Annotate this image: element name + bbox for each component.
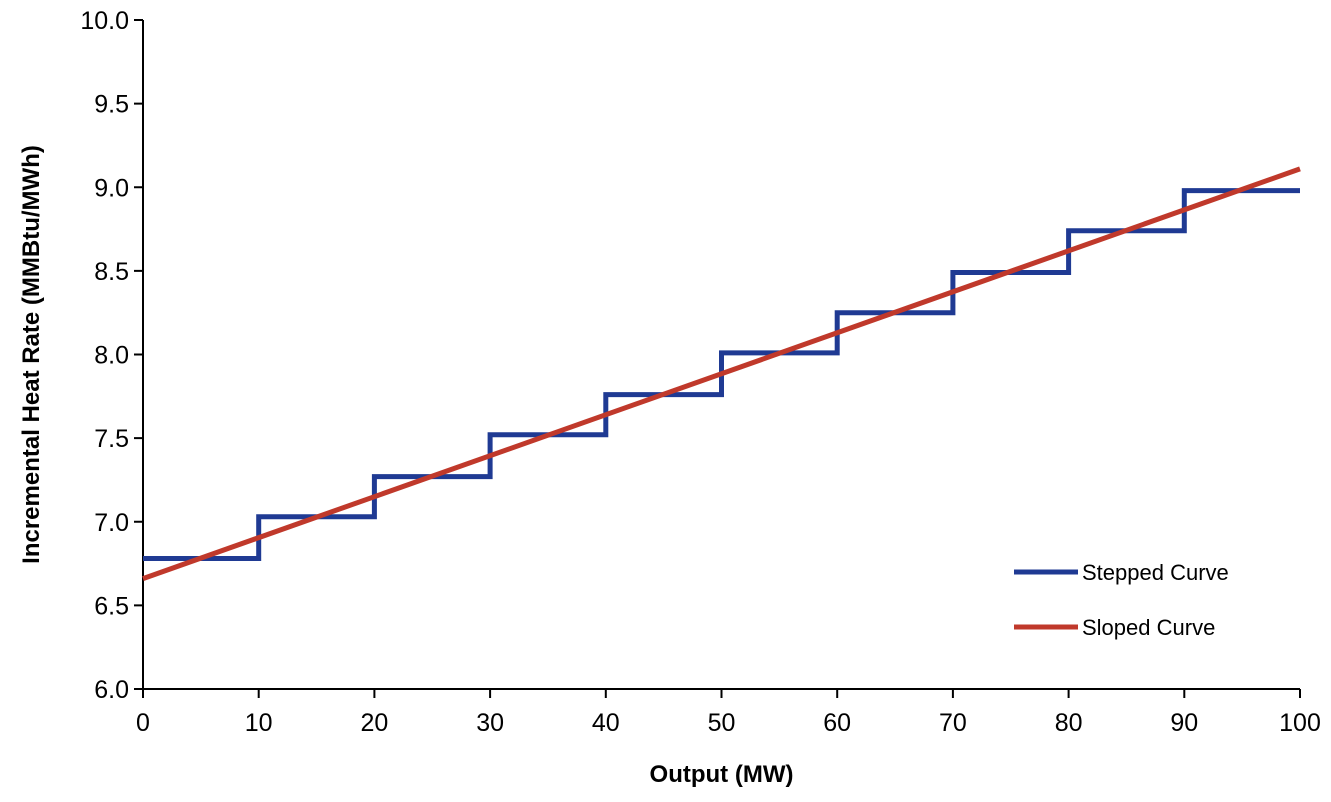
y-tick-label: 8.5 [94,258,129,286]
legend-label: Sloped Curve [1082,615,1215,640]
x-tick-label: 20 [360,709,388,737]
y-tick-label: 10.0 [80,7,129,35]
x-tick-label: 80 [1055,709,1083,737]
y-tick-label: 7.0 [94,509,129,537]
y-tick-label: 6.5 [94,592,129,620]
x-tick-label: 60 [823,709,851,737]
x-tick-label: 30 [476,709,504,737]
legend: Stepped Curve Sloped Curve [1014,560,1229,640]
series-layer [142,166,1301,581]
x-axis-ticks: 0 10 20 30 40 50 60 70 80 90 100 [136,689,1321,737]
y-axis-title: Incremental Heat Rate (MMBtu/MWh) [18,145,45,564]
legend-label: Stepped Curve [1082,560,1229,585]
x-tick-label: 40 [592,709,620,737]
y-tick-label: 6.0 [94,676,129,704]
x-tick-label: 90 [1170,709,1198,737]
x-tick-label: 100 [1279,709,1321,737]
x-axis-title: Output (MW) [650,761,794,788]
y-tick-label: 8.0 [94,342,129,370]
y-tick-label: 9.5 [94,91,129,119]
x-tick-label: 70 [939,709,967,737]
y-tick-label: 9.0 [94,174,129,202]
series-line-sloped-curve [142,166,1301,581]
y-tick-label: 7.5 [94,425,129,453]
x-tick-label: 10 [245,709,273,737]
x-tick-label: 50 [708,709,736,737]
x-tick-label: 0 [136,709,150,737]
y-axis-ticks: 6.0 6.5 7.0 7.5 8.0 8.5 9.0 9.5 10.0 [80,7,143,704]
